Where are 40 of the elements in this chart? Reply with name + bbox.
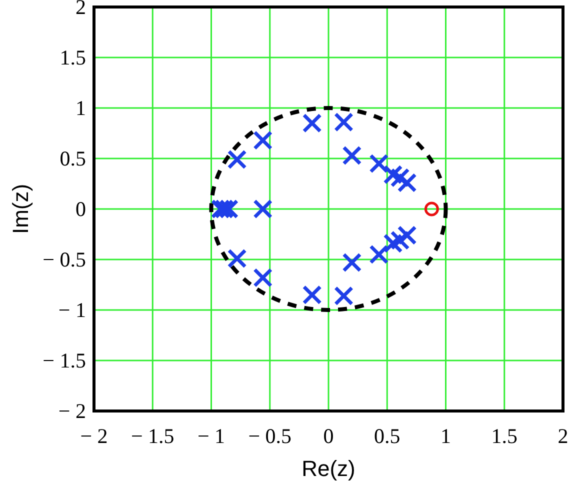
y-tick-label: − 0.5 [42,248,86,272]
y-tick-label: 0.5 [60,146,86,170]
x-tick-label: 0 [323,424,334,448]
y-tick-label: − 1.5 [42,348,86,372]
y-tick-label: 1 [76,96,86,120]
x-tick-label: − 0.5 [248,424,292,448]
point [334,286,354,306]
point [302,285,322,305]
y-tick-label: − 2 [58,399,86,423]
point [390,230,410,250]
point [253,130,273,150]
point [390,168,410,188]
point [227,248,247,268]
point [210,199,230,219]
point [424,202,439,216]
x-tick-label: 1.5 [491,424,518,448]
point [342,146,362,166]
x-tick-label: 0.5 [374,424,400,448]
y-tick-label: 0 [76,197,86,221]
x-tick-label: 1 [440,424,451,448]
x-tick-label: 2 [558,424,568,448]
point [369,244,389,264]
point [334,112,354,132]
y-tick-label: 1.5 [60,46,86,70]
point [383,164,403,184]
y-tick-label: 2 [76,0,86,19]
x-axis-title: Re(z) [302,456,356,481]
x-tick-label: − 1 [197,424,226,448]
point [302,113,322,133]
point [397,226,417,246]
point [342,252,362,272]
y-axis-title: Im(z) [8,184,33,234]
point [397,172,417,192]
y-tick-label: − 1 [58,298,86,322]
x-tick-label: − 1.5 [130,424,174,448]
point [383,234,403,254]
point [253,268,273,288]
point [227,150,247,170]
point [369,154,389,174]
point [253,199,273,219]
